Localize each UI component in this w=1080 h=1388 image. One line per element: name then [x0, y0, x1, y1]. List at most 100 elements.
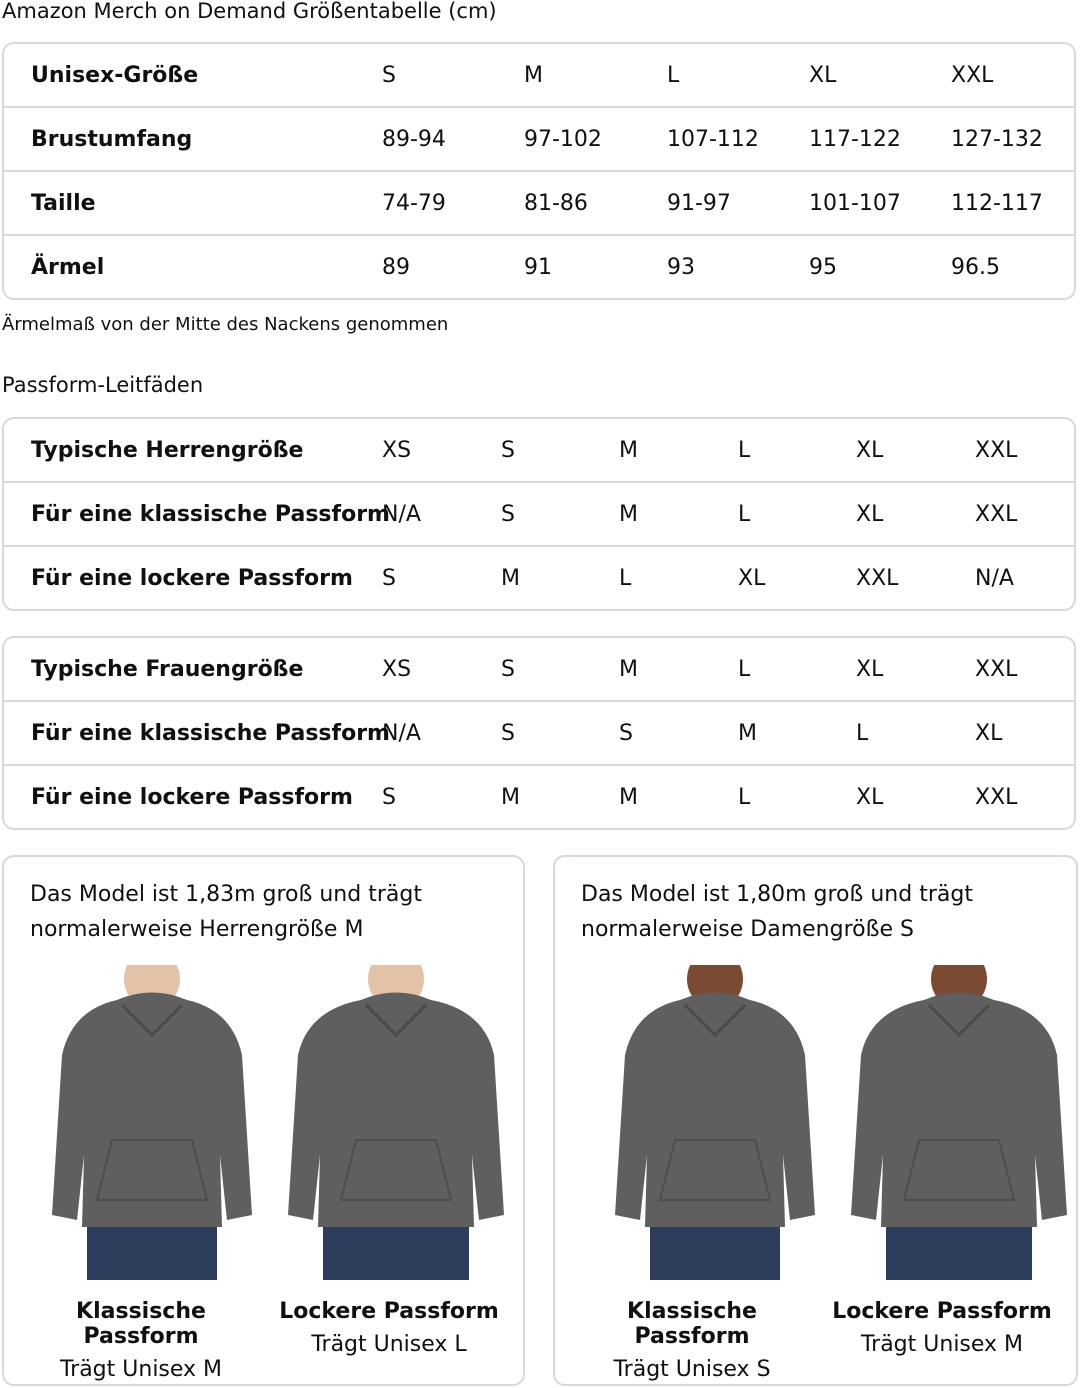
- row-label: Für eine lockere Passform: [31, 565, 353, 591]
- model-photo-hoodie: [849, 949, 1069, 1280]
- table-cell: XXL: [856, 565, 899, 591]
- photo-caption: Klassische Passform Trägt Unisex S: [567, 1299, 817, 1382]
- table-cell: L: [738, 784, 751, 810]
- table-cell: M: [501, 784, 520, 810]
- table-cell: 93: [667, 254, 695, 280]
- row-label: Taille: [31, 190, 96, 216]
- table-cell: XXL: [975, 656, 1018, 682]
- table-cell: 81-86: [524, 190, 588, 216]
- table-cell: XL: [856, 437, 884, 463]
- table-row: Für eine klassische Passform N/A S S M L XL: [4, 700, 1074, 764]
- table-cell: 91-97: [667, 190, 731, 216]
- table-cell: S: [382, 62, 396, 88]
- model-card-women: Das Model ist 1,80m groß und trägt norma…: [553, 855, 1078, 1386]
- table-cell: 74-79: [382, 190, 446, 216]
- table-cell: M: [524, 62, 543, 88]
- table-row: Brustumfang 89-94 97-102 107-112 117-122 127-…: [4, 106, 1074, 170]
- model-description: Das Model ist 1,83m groß und trägt norma…: [30, 882, 422, 942]
- model-photo-hoodie: [286, 949, 506, 1280]
- table-cell: XL: [738, 565, 766, 591]
- table-cell: M: [501, 565, 520, 591]
- row-label: Für eine lockere Passform: [31, 784, 353, 810]
- wears-size-label: Trägt Unisex L: [311, 1332, 467, 1357]
- table-row: Für eine lockere Passform S M L XL XXL N/A: [4, 545, 1074, 609]
- table-cell: XS: [382, 437, 412, 463]
- row-label: Für eine klassische Passform: [31, 720, 390, 746]
- table-cell: L: [856, 720, 869, 746]
- table-cell: L: [667, 62, 680, 88]
- model-photo-hoodie: [605, 949, 825, 1280]
- table-cell: XL: [856, 501, 884, 527]
- table-cell: L: [619, 565, 632, 591]
- photo-caption: Lockere Passform Trägt Unisex M: [817, 1299, 1067, 1357]
- table-cell: XXL: [975, 501, 1018, 527]
- row-label: Typische Herrengröße: [31, 437, 304, 463]
- table-cell: M: [619, 501, 638, 527]
- table-cell: 117-122: [809, 126, 901, 152]
- table-cell: XXL: [951, 62, 994, 88]
- row-label: Typische Frauengröße: [31, 656, 304, 682]
- wears-size-label: Trägt Unisex M: [860, 1332, 1024, 1357]
- table-cell: XXL: [975, 437, 1018, 463]
- table-cell: XL: [975, 720, 1003, 746]
- photo-caption: Lockere Passform Trägt Unisex L: [264, 1299, 514, 1357]
- wears-size-label: Trägt Unisex S: [613, 1357, 771, 1382]
- table-cell: S: [501, 656, 515, 682]
- table-cell: M: [619, 656, 638, 682]
- table-cell: M: [738, 720, 757, 746]
- table-row: Taille 74-79 81-86 91-97 101-107 112-117: [4, 170, 1074, 234]
- table-cell: S: [501, 437, 515, 463]
- table-row: Ärmel 89 91 93 95 96.5: [4, 234, 1074, 298]
- fit-label: Klassische Passform: [627, 1299, 757, 1349]
- fit-guides-title: Passform-Leitfäden: [2, 373, 204, 397]
- table-cell: S: [619, 720, 633, 746]
- men-fit-table: Typische Herrengröße XS S M L XL XXL Für eine k…: [2, 417, 1076, 611]
- women-fit-table: Typische Frauengröße XS S M L XL XXL Für eine k…: [2, 636, 1076, 830]
- sleeve-note: Ärmelmaß von der Mitte des Nackens genom…: [2, 314, 449, 335]
- photo-caption: Klassische Passform Trägt Unisex M: [16, 1299, 266, 1382]
- table-cell: N/A: [975, 565, 1014, 591]
- fit-label: Klassische Passform: [76, 1299, 206, 1349]
- model-card-men: Das Model ist 1,83m groß und trägt norma…: [2, 855, 525, 1386]
- model-description: Das Model ist 1,80m groß und trägt norma…: [581, 882, 973, 942]
- row-label: Für eine klassische Passform: [31, 501, 390, 527]
- table-cell: S: [382, 784, 396, 810]
- table-row: Typische Frauengröße XS S M L XL XXL: [4, 638, 1074, 700]
- fit-label: Lockere Passform: [279, 1299, 499, 1324]
- size-chart-title: Amazon Merch on Demand Größentabelle (cm…: [2, 0, 497, 23]
- table-cell: L: [738, 501, 751, 527]
- table-cell: 96.5: [951, 254, 1000, 280]
- table-cell: XS: [382, 656, 412, 682]
- table-cell: 91: [524, 254, 552, 280]
- table-cell: 97-102: [524, 126, 602, 152]
- row-label: Ärmel: [31, 254, 105, 280]
- table-cell: N/A: [382, 501, 421, 527]
- wears-size-label: Trägt Unisex M: [59, 1357, 223, 1382]
- table-cell: L: [738, 437, 751, 463]
- table-row: Unisex-Größe S M L XL XXL: [4, 44, 1074, 106]
- fit-label: Lockere Passform: [832, 1299, 1052, 1324]
- table-cell: XXL: [975, 784, 1018, 810]
- table-cell: 95: [809, 254, 837, 280]
- table-cell: 89-94: [382, 126, 446, 152]
- model-photo-hoodie: [42, 949, 262, 1280]
- table-cell: 101-107: [809, 190, 901, 216]
- table-row: Für eine klassische Passform N/A S M L XL XXL: [4, 481, 1074, 545]
- table-cell: XL: [856, 656, 884, 682]
- table-cell: L: [738, 656, 751, 682]
- row-label: Brustumfang: [31, 126, 193, 152]
- table-cell: N/A: [382, 720, 421, 746]
- table-cell: 112-117: [951, 190, 1043, 216]
- table-cell: 107-112: [667, 126, 759, 152]
- table-cell: M: [619, 784, 638, 810]
- table-cell: S: [382, 565, 396, 591]
- table-cell: 89: [382, 254, 410, 280]
- row-label: Unisex-Größe: [31, 62, 199, 88]
- table-row: Typische Herrengröße XS S M L XL XXL: [4, 419, 1074, 481]
- size-chart-table: Unisex-Größe S M L XL XXL Brustumfang 89-94 97-1…: [2, 42, 1076, 300]
- table-cell: 127-132: [951, 126, 1043, 152]
- table-cell: XL: [809, 62, 837, 88]
- table-cell: S: [501, 720, 515, 746]
- table-row: Für eine lockere Passform S M M L XL XXL: [4, 764, 1074, 828]
- table-cell: S: [501, 501, 515, 527]
